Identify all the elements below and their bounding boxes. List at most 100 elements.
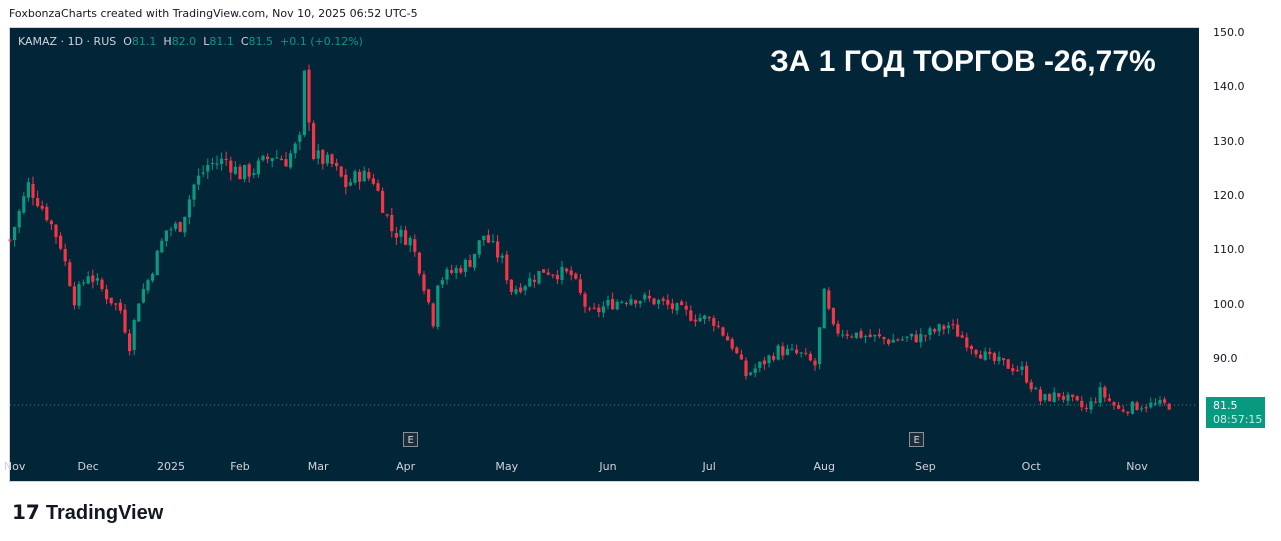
candle-body (362, 170, 366, 182)
close-label: C (240, 35, 249, 48)
candle-body (399, 229, 403, 237)
candle (256, 157, 260, 178)
change-value: +0.1 (+0.12%) (280, 35, 363, 48)
candle-body (1057, 393, 1061, 397)
candle-body (735, 347, 739, 354)
x-tick-label: Apr (396, 460, 416, 473)
candle-body (376, 183, 380, 191)
candle (712, 315, 716, 332)
candle-body (1034, 388, 1038, 390)
candle-body (744, 360, 748, 377)
x-tick-label: Feb (230, 460, 250, 473)
candle-body (1117, 405, 1121, 409)
candle (36, 190, 40, 208)
candle (229, 156, 233, 181)
candle-body (864, 336, 868, 338)
candle (275, 150, 279, 159)
candle-body (767, 355, 771, 363)
candle (988, 347, 992, 360)
candle-body (546, 272, 550, 275)
candle (914, 330, 918, 343)
candle-body (468, 260, 472, 267)
candle-body (1011, 368, 1015, 372)
candle-body (49, 220, 53, 225)
candle-body (845, 334, 849, 336)
candle-body (36, 198, 40, 207)
candle (693, 314, 697, 327)
candle-body (105, 289, 109, 300)
candle (408, 235, 412, 253)
candle (910, 333, 914, 341)
candle (1048, 393, 1052, 402)
candle-body (335, 162, 339, 167)
candle (49, 219, 53, 230)
candle-body (243, 164, 247, 180)
candle (279, 155, 283, 161)
candle (132, 318, 136, 356)
earnings-marker[interactable]: E (909, 432, 925, 447)
candle (109, 297, 113, 306)
candle-body (946, 325, 950, 329)
candle (445, 266, 449, 285)
candle-body (192, 184, 196, 200)
candle (293, 141, 297, 159)
candle (72, 281, 76, 310)
candle-body (854, 332, 858, 338)
candle (887, 338, 891, 346)
candle (77, 281, 81, 310)
candle-body (155, 250, 159, 276)
candle-body (183, 216, 187, 233)
candle (459, 265, 463, 275)
candle-body (804, 352, 808, 354)
candle (551, 274, 555, 279)
candle-body (716, 325, 720, 327)
candle-body (615, 301, 619, 310)
candle (68, 259, 72, 287)
candle (192, 183, 196, 207)
candle-body (1015, 370, 1019, 372)
candle-body (707, 317, 711, 319)
candle-body (670, 303, 674, 309)
candle-body (624, 302, 628, 304)
candle (1089, 397, 1093, 414)
candle (588, 306, 592, 312)
candle (578, 274, 582, 296)
candle-body (408, 237, 412, 246)
candle-body (123, 309, 127, 333)
candle-body (592, 307, 596, 309)
candle-body (597, 307, 601, 313)
candle (560, 260, 564, 285)
candle-body (537, 270, 541, 284)
candle-body (247, 164, 251, 177)
candle-body (1098, 387, 1102, 403)
candle-body (882, 337, 886, 340)
candle-body (77, 284, 81, 306)
candle-body (316, 150, 320, 159)
candle-body (969, 346, 973, 350)
candle-body (1130, 401, 1134, 414)
x-tick-label: Dec (77, 460, 99, 473)
candle-body (132, 320, 136, 351)
candle-body (298, 134, 302, 142)
candle-body (555, 274, 559, 280)
candle (960, 331, 964, 339)
x-tick-label: Mar (307, 460, 329, 473)
candle-body (896, 339, 900, 341)
earnings-marker[interactable]: E (403, 432, 419, 447)
candle (528, 272, 532, 288)
high-label: H (163, 35, 172, 48)
candle-body (197, 175, 201, 185)
candle (542, 269, 546, 273)
candle (1080, 396, 1084, 411)
candle-body (532, 279, 536, 282)
candle (785, 344, 789, 356)
candle-body (606, 299, 610, 306)
tradingview-logo[interactable]: 𝟭𝟳 TradingView (12, 500, 163, 525)
candle-body (440, 280, 444, 285)
last-price-tag: 81.5 08:57:15 (1206, 397, 1265, 428)
symbol-name[interactable]: KAMAZ · 1D · RUS (18, 35, 117, 48)
candle-body (1066, 394, 1070, 401)
candle (86, 271, 90, 285)
candle-body (431, 303, 435, 327)
candle-body (482, 235, 486, 241)
